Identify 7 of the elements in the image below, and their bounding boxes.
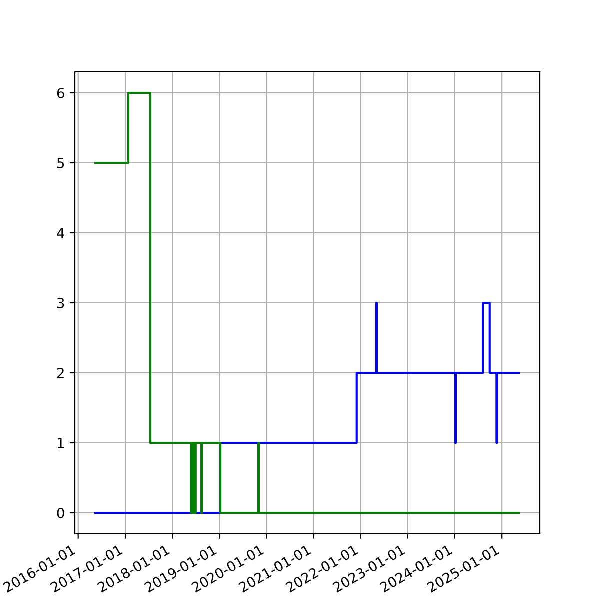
y-tick-label: 1	[58, 438, 64, 448]
y-tick-label: 2	[57, 368, 64, 378]
y-tick-label: 5	[58, 158, 64, 168]
y-tick-label: 0	[57, 508, 64, 518]
y-tick-label: 6	[57, 88, 64, 98]
y-tick-label: 4	[57, 228, 64, 238]
y-tick-label: 3	[58, 298, 64, 308]
